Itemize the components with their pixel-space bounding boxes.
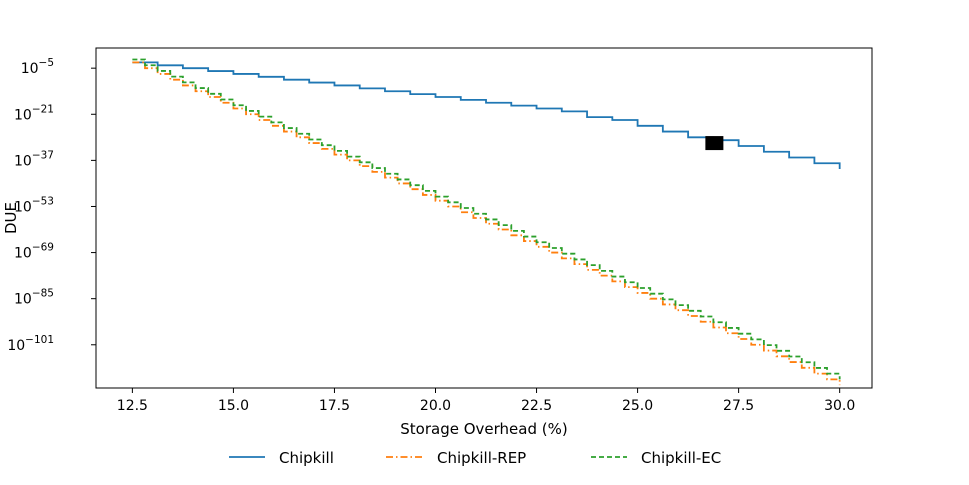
y-tick-exponent: −37	[32, 149, 54, 161]
series-chipkill	[132, 61, 841, 170]
y-tick-label: 10−21	[14, 103, 54, 123]
x-tick-label: 12.5	[117, 398, 148, 414]
x-tick-label: 27.5	[723, 398, 754, 414]
y-tick-label: 10−37	[14, 149, 54, 169]
y-tick-exponent: −21	[32, 103, 54, 115]
x-tick-label: 22.5	[521, 398, 552, 414]
series-chipkill-ec	[132, 58, 841, 380]
x-tick-label: 25.0	[622, 398, 653, 414]
y-tick-exponent: −101	[25, 334, 54, 346]
legend-label-chipkill-rep: Chipkill-REP	[437, 449, 526, 467]
y-axis: 10−5 10−21 10−37 10−53 10−69 10−85 10−101	[7, 57, 96, 354]
highlight-marker	[705, 136, 724, 151]
y-tick-label: 10−69	[14, 242, 54, 262]
x-tick-label: 20.0	[420, 398, 451, 414]
y-tick-exponent: −53	[32, 195, 54, 207]
y-tick-label: 10−85	[14, 288, 54, 308]
y-tick-label: 10−5	[21, 57, 54, 77]
y-tick-exponent: −69	[32, 242, 54, 254]
legend-label-chipkill-ec: Chipkill-EC	[641, 449, 721, 467]
x-axis: 12.5 15.0 17.5 20.0 22.5 25.0 27.5 30.0	[117, 388, 855, 414]
x-tick-label: 30.0	[824, 398, 855, 414]
series-chipkill-rep	[132, 61, 841, 386]
x-tick-label: 17.5	[319, 398, 350, 414]
x-axis-label: Storage Overhead (%)	[400, 420, 567, 438]
legend: Chipkill Chipkill-REP Chipkill-EC	[229, 449, 721, 467]
y-axis-label: DUE	[2, 202, 20, 234]
plot-area	[132, 58, 841, 386]
y-tick-exponent: −5	[39, 57, 54, 69]
y-tick-label: 10−53	[14, 195, 54, 215]
y-tick-label: 10−101	[7, 334, 54, 354]
y-tick-exponent: −85	[32, 288, 54, 300]
plot-frame	[95, 47, 873, 389]
x-tick-label: 15.0	[218, 398, 249, 414]
legend-label-chipkill: Chipkill	[279, 449, 334, 467]
